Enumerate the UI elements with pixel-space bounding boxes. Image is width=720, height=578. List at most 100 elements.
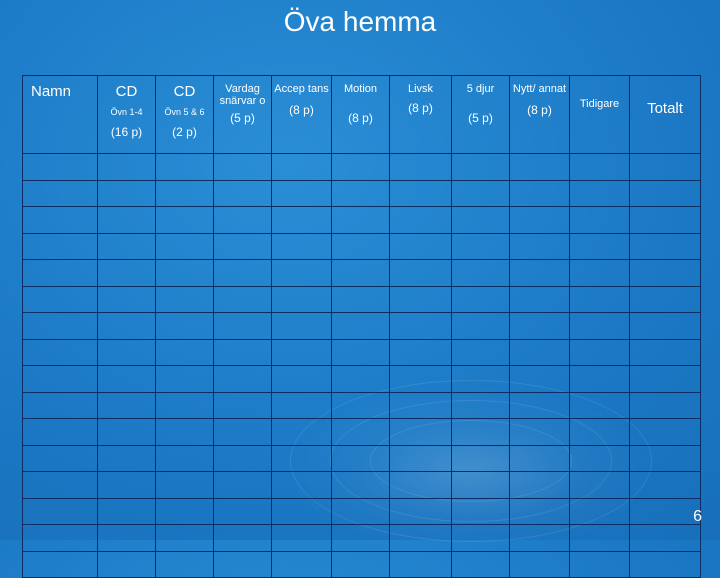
table-cell[interactable] <box>97 285 156 313</box>
table-cell[interactable] <box>213 285 272 313</box>
table-cell[interactable] <box>509 179 570 207</box>
table-cell[interactable] <box>97 365 156 393</box>
table-cell[interactable] <box>213 259 272 287</box>
table-cell[interactable] <box>213 338 272 366</box>
table-cell[interactable] <box>213 444 272 472</box>
table-cell[interactable] <box>569 259 630 287</box>
table-cell[interactable] <box>569 471 630 499</box>
table-cell[interactable] <box>569 418 630 446</box>
table-cell[interactable] <box>97 471 156 499</box>
table-cell[interactable] <box>509 471 570 499</box>
table-cell[interactable] <box>451 550 510 578</box>
table-cell[interactable] <box>451 338 510 366</box>
table-cell[interactable] <box>155 365 214 393</box>
table-cell[interactable] <box>22 444 98 472</box>
table-cell[interactable] <box>569 365 630 393</box>
table-cell[interactable] <box>509 285 570 313</box>
table-cell[interactable] <box>509 259 570 287</box>
table-cell[interactable] <box>22 259 98 287</box>
table-cell[interactable] <box>213 550 272 578</box>
table-cell[interactable] <box>389 391 452 419</box>
table-cell[interactable] <box>97 550 156 578</box>
table-cell[interactable] <box>331 259 390 287</box>
table-cell[interactable] <box>155 285 214 313</box>
table-cell[interactable] <box>569 232 630 260</box>
table-cell[interactable] <box>213 232 272 260</box>
table-cell[interactable] <box>271 153 332 181</box>
table-cell[interactable] <box>389 524 452 552</box>
table-cell[interactable] <box>629 497 701 525</box>
table-cell[interactable] <box>331 232 390 260</box>
table-cell[interactable] <box>213 312 272 340</box>
table-cell[interactable] <box>509 365 570 393</box>
table-cell[interactable] <box>97 259 156 287</box>
table-cell[interactable] <box>509 312 570 340</box>
table-cell[interactable] <box>97 153 156 181</box>
table-cell[interactable] <box>509 444 570 472</box>
table-cell[interactable] <box>629 285 701 313</box>
table-cell[interactable] <box>97 232 156 260</box>
table-cell[interactable] <box>451 312 510 340</box>
table-cell[interactable] <box>331 471 390 499</box>
table-cell[interactable] <box>509 550 570 578</box>
table-cell[interactable] <box>97 206 156 234</box>
table-cell[interactable] <box>509 391 570 419</box>
table-cell[interactable] <box>451 497 510 525</box>
table-cell[interactable] <box>155 471 214 499</box>
table-cell[interactable] <box>629 312 701 340</box>
table-cell[interactable] <box>271 444 332 472</box>
table-cell[interactable] <box>97 418 156 446</box>
table-cell[interactable] <box>451 232 510 260</box>
table-cell[interactable] <box>629 365 701 393</box>
table-cell[interactable] <box>629 232 701 260</box>
table-cell[interactable] <box>569 550 630 578</box>
table-cell[interactable] <box>451 206 510 234</box>
table-cell[interactable] <box>451 471 510 499</box>
table-cell[interactable] <box>213 153 272 181</box>
table-cell[interactable] <box>97 338 156 366</box>
table-cell[interactable] <box>451 444 510 472</box>
table-cell[interactable] <box>389 179 452 207</box>
table-cell[interactable] <box>331 338 390 366</box>
table-cell[interactable] <box>629 550 701 578</box>
table-cell[interactable] <box>155 312 214 340</box>
table-cell[interactable] <box>22 338 98 366</box>
table-cell[interactable] <box>389 285 452 313</box>
table-cell[interactable] <box>155 444 214 472</box>
table-cell[interactable] <box>569 338 630 366</box>
table-cell[interactable] <box>629 153 701 181</box>
table-cell[interactable] <box>22 550 98 578</box>
table-cell[interactable] <box>509 153 570 181</box>
table-cell[interactable] <box>271 365 332 393</box>
table-cell[interactable] <box>97 497 156 525</box>
table-cell[interactable] <box>629 338 701 366</box>
table-cell[interactable] <box>629 418 701 446</box>
table-cell[interactable] <box>213 524 272 552</box>
table-cell[interactable] <box>389 153 452 181</box>
table-cell[interactable] <box>629 444 701 472</box>
table-cell[interactable] <box>331 285 390 313</box>
table-cell[interactable] <box>451 259 510 287</box>
table-cell[interactable] <box>331 418 390 446</box>
table-cell[interactable] <box>629 471 701 499</box>
table-cell[interactable] <box>155 232 214 260</box>
table-cell[interactable] <box>331 312 390 340</box>
table-cell[interactable] <box>97 312 156 340</box>
table-cell[interactable] <box>331 365 390 393</box>
table-cell[interactable] <box>331 550 390 578</box>
table-cell[interactable] <box>569 497 630 525</box>
table-cell[interactable] <box>155 524 214 552</box>
table-cell[interactable] <box>389 259 452 287</box>
table-cell[interactable] <box>509 497 570 525</box>
table-cell[interactable] <box>271 524 332 552</box>
table-cell[interactable] <box>629 391 701 419</box>
table-cell[interactable] <box>271 206 332 234</box>
table-cell[interactable] <box>155 179 214 207</box>
table-cell[interactable] <box>451 153 510 181</box>
table-cell[interactable] <box>22 232 98 260</box>
table-cell[interactable] <box>271 497 332 525</box>
table-cell[interactable] <box>97 524 156 552</box>
table-cell[interactable] <box>331 497 390 525</box>
table-cell[interactable] <box>569 285 630 313</box>
table-cell[interactable] <box>271 179 332 207</box>
